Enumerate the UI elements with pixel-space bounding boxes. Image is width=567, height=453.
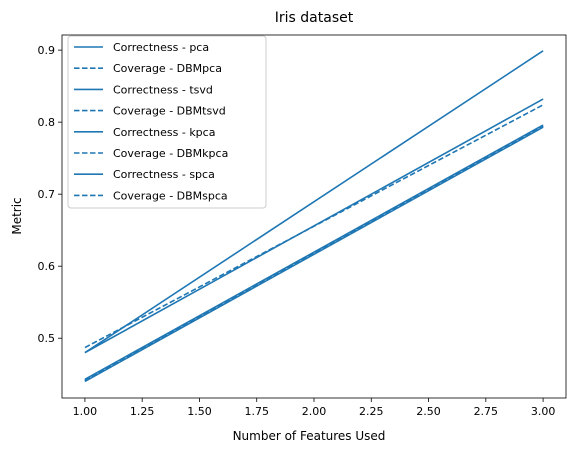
legend-label: Coverage - DBMkpca [113, 147, 228, 160]
legend-label: Correctness - spca [113, 168, 215, 181]
legend-label: Coverage - DBMtsvd [113, 105, 226, 118]
y-tick-label: 0.5 [38, 332, 56, 345]
y-tick-label: 0.9 [38, 44, 56, 57]
legend-label: Coverage - DBMspca [113, 189, 228, 202]
series-layer [84, 50, 544, 383]
legend-label: Correctness - tsvd [113, 83, 213, 96]
y-tick-label: 0.6 [38, 260, 56, 273]
y-tick-label: 0.8 [38, 116, 56, 129]
legend-box [67, 35, 267, 209]
chart-title: Iris dataset [275, 10, 354, 26]
legend: Correctness - pca Coverage - DBMpca Correc… [67, 35, 267, 209]
x-tick-label: 1.25 [130, 405, 155, 418]
legend-entries: Correctness - pca Coverage - DBMpca Correc… [74, 41, 228, 202]
x-tick-label: 2.50 [416, 405, 441, 418]
series-line-7 [84, 124, 544, 380]
series-line-4 [84, 104, 544, 349]
plot-area-frame [61, 34, 567, 399]
x-tick-label: 1.50 [187, 405, 212, 418]
x-tick-label: 2.00 [302, 405, 327, 418]
series-line-1 [84, 50, 544, 354]
y-axis-label: Metric [10, 197, 24, 234]
x-tick-label: 1.75 [244, 405, 269, 418]
legend-label: Coverage - DBMpca [113, 62, 222, 75]
x-tick-label: 1.00 [73, 405, 98, 418]
legend-label: Correctness - pca [113, 41, 209, 54]
x-axis-label: Number of Features Used [233, 429, 386, 443]
x-tick-label: 3.00 [531, 405, 556, 418]
y-tick-label: 0.7 [38, 188, 56, 201]
y-axis-ticks: 0.5 0.6 0.7 0.8 0.9 [38, 44, 62, 345]
series-line-8 [84, 125, 544, 382]
x-axis-ticks: 1.00 1.25 1.50 1.75 2.00 2.25 2.50 2.75 3.00 [73, 398, 556, 418]
legend-label: Correctness - kpca [113, 126, 215, 139]
x-tick-label: 2.75 [474, 405, 499, 418]
x-tick-label: 2.25 [359, 405, 384, 418]
